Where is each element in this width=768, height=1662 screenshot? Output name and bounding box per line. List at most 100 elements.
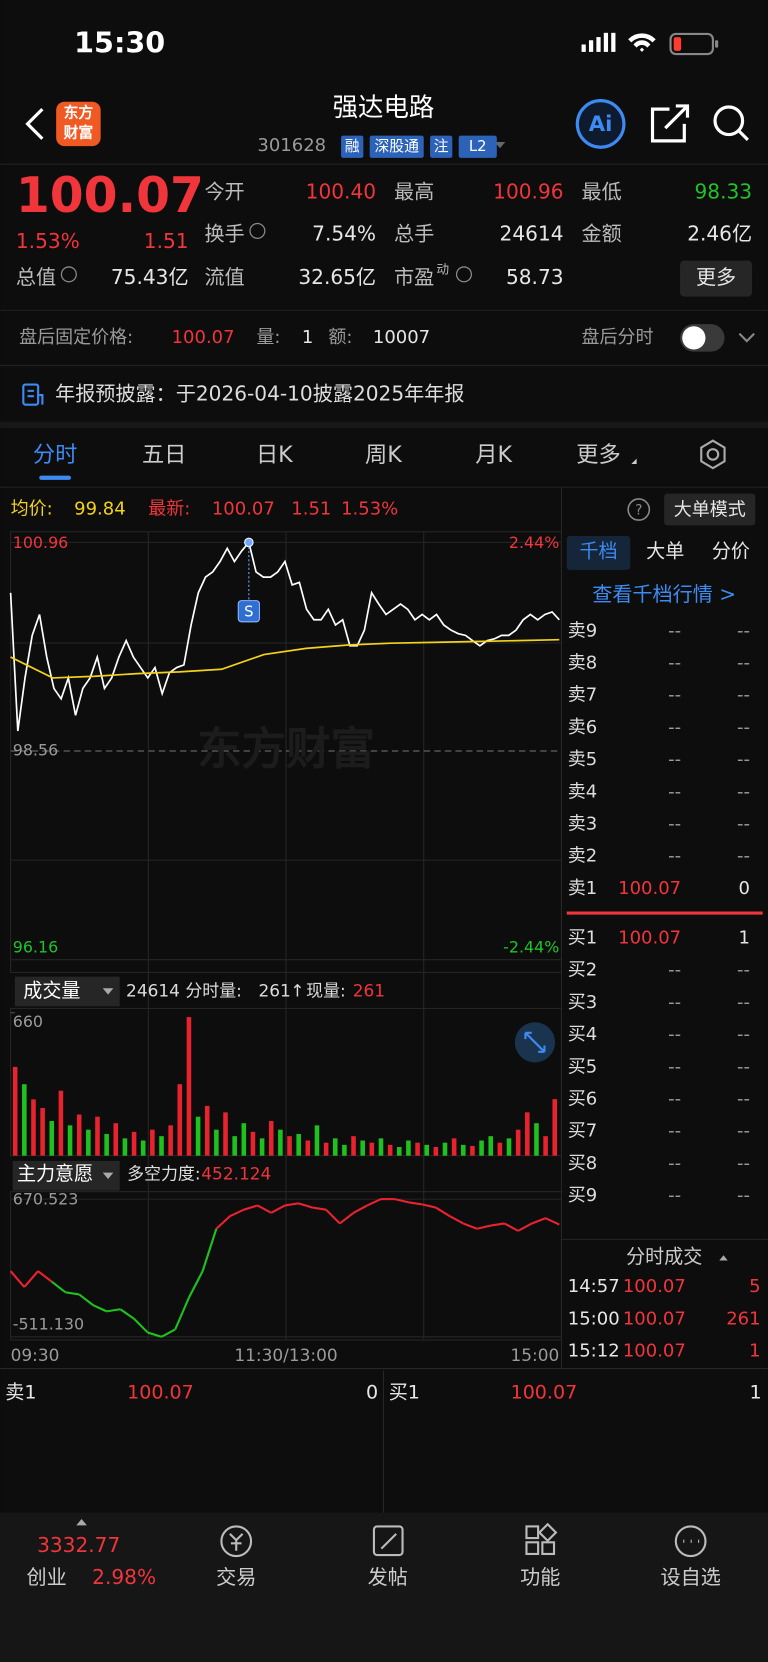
book-tab[interactable]: 分价	[712, 540, 750, 562]
book-price: --	[668, 781, 681, 802]
tab-more-arrow	[631, 458, 637, 464]
book-price: --	[668, 1024, 681, 1045]
book-price: --	[668, 1153, 681, 1174]
expand-arrow[interactable]	[738, 332, 755, 343]
book-label: 买7	[568, 1121, 597, 1142]
after-hours-switch-label: 盘后分时	[582, 327, 654, 348]
help-button[interactable]	[627, 498, 651, 521]
force-line	[65, 1291, 80, 1296]
back-button[interactable]	[25, 107, 44, 140]
book-price: 100.07	[618, 928, 681, 949]
volume-bar	[515, 1129, 521, 1156]
field-value: 24614	[500, 222, 564, 246]
book-volume: --	[737, 846, 750, 867]
force-line	[160, 1328, 176, 1338]
volume-bar	[387, 1144, 393, 1156]
force-line	[187, 1270, 204, 1299]
dropdown-arrow	[102, 988, 114, 995]
footer-label: 买1	[389, 1381, 420, 1403]
chart-tab[interactable]: 月K	[475, 442, 513, 468]
nav-item[interactable]: 功能	[520, 1565, 560, 1589]
book-volume: --	[737, 1121, 750, 1142]
book-tab[interactable]: 千档	[579, 540, 617, 562]
watermark: 东方财富	[197, 724, 375, 775]
volume-bar	[76, 1114, 82, 1156]
avg-label: 均价:	[11, 499, 53, 520]
volume-bar	[278, 1129, 283, 1156]
book-volume: --	[737, 749, 750, 770]
footer-price: 100.07	[127, 1381, 194, 1403]
volume-bar	[168, 1125, 173, 1156]
trade-volume: 1	[749, 1341, 760, 1362]
field-value: 32.65亿	[298, 265, 376, 289]
volume-bar	[323, 1142, 329, 1156]
volume-bar	[214, 1129, 219, 1156]
chart-tab[interactable]: 更多	[576, 442, 620, 468]
share-button[interactable]	[650, 104, 690, 143]
more-label[interactable]: 更多	[696, 265, 736, 289]
settings-button[interactable]	[700, 439, 726, 470]
volume-bar	[461, 1144, 466, 1156]
ai-button[interactable]	[575, 99, 626, 149]
book-label: 卖3	[568, 814, 597, 835]
ai-label[interactable]: Ai	[589, 111, 613, 136]
book-volume: --	[737, 814, 750, 835]
volume-bar	[86, 1129, 91, 1156]
nav-item[interactable]: 交易	[216, 1565, 256, 1589]
chart-tab[interactable]: 日K	[256, 442, 294, 468]
field-label: 市盈	[394, 265, 434, 289]
volume-bar	[67, 1125, 73, 1156]
footer-volume: 1	[750, 1381, 762, 1403]
search-button[interactable]	[713, 105, 749, 141]
active-tab-bg	[566, 535, 631, 570]
book-volume: --	[737, 1024, 750, 1045]
force-line	[476, 1224, 491, 1230]
tag-bg	[458, 135, 497, 158]
nav-item[interactable]: 发帖	[368, 1565, 408, 1589]
field-label: 流值	[204, 265, 244, 289]
indicator-selector[interactable]	[12, 1160, 120, 1191]
book-label: 买5	[568, 1056, 597, 1077]
index-name: 创业	[26, 1565, 66, 1589]
book-tab[interactable]: 大单	[646, 540, 684, 562]
y2-tick-label: 2.44%	[509, 533, 559, 552]
book-volume: --	[737, 1089, 750, 1110]
y-tick-label: 660	[13, 1012, 43, 1031]
dropdown-arrow[interactable]	[494, 141, 506, 149]
nav-item[interactable]: 设自选	[660, 1565, 720, 1589]
mode-label[interactable]: 大单模式	[674, 500, 746, 521]
chart-tab[interactable]: 五日	[142, 442, 186, 468]
after-hours-price: 100.07	[172, 327, 235, 348]
trade-time: 15:12	[568, 1341, 620, 1362]
book-price: 100.07	[618, 878, 681, 899]
volume-bar	[140, 1140, 146, 1156]
book-link[interactable]: 查看千档行情 >	[592, 582, 736, 606]
book-label: 卖9	[568, 620, 597, 641]
volume-bar	[360, 1140, 365, 1156]
volume-bar	[451, 1138, 457, 1156]
volume-bar	[150, 1129, 155, 1156]
chart-tab[interactable]: 分时	[33, 442, 77, 468]
force-line	[270, 1204, 286, 1214]
y2-tick-label: -2.44%	[503, 938, 559, 957]
y-tick-label: 98.56	[13, 741, 58, 760]
force-line	[257, 1204, 272, 1214]
notice-text[interactable]: 年报预披露：于2026-04-10披露2025年年报	[55, 382, 464, 406]
mode-button[interactable]	[664, 493, 756, 526]
book-label: 买2	[568, 960, 597, 981]
trade-price: 100.07	[623, 1308, 686, 1329]
chart-tab[interactable]: 周K	[365, 442, 403, 468]
force-line	[545, 1217, 560, 1226]
more-button[interactable]	[680, 260, 753, 297]
signal-label: S	[244, 603, 253, 620]
volume-selector[interactable]	[14, 976, 120, 1007]
volume-bar	[40, 1108, 45, 1156]
y-tick-label: 670.523	[13, 1190, 79, 1209]
help-icon: ?	[635, 503, 642, 519]
volume-bar	[232, 1136, 237, 1156]
chart-frames	[0, 487, 768, 1513]
book-label: 买9	[568, 1185, 597, 1206]
y-tick-label: -511.130	[13, 1315, 84, 1334]
volume-current-label: 分时量:	[185, 980, 242, 1000]
force-line	[312, 1206, 327, 1211]
